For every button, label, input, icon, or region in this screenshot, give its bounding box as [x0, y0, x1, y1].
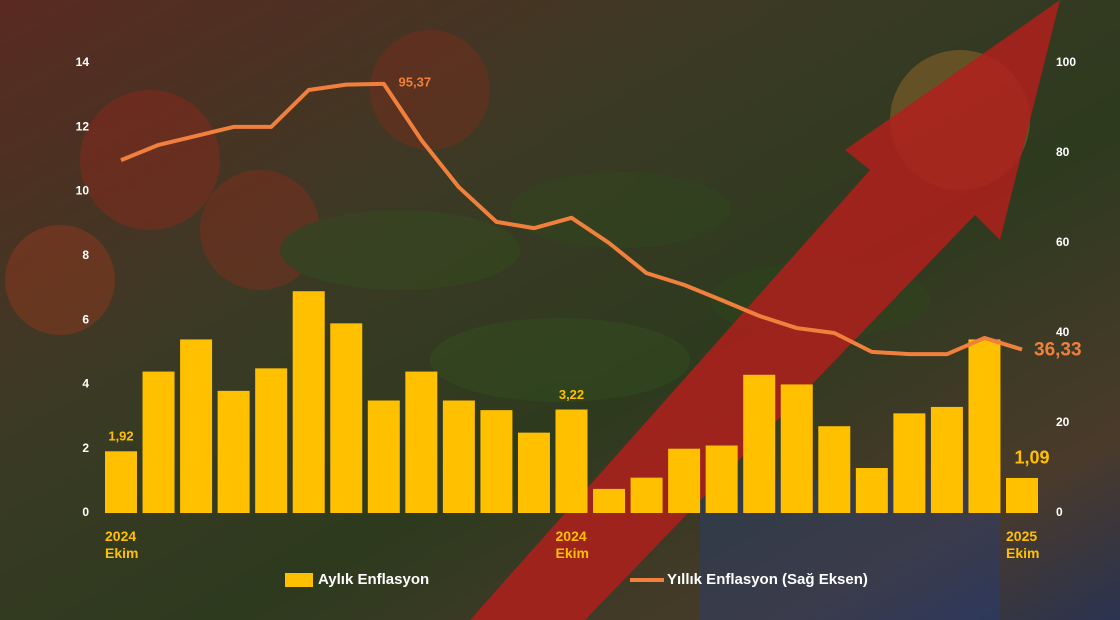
bar: [217, 390, 250, 513]
x-tick-label: 2025 Ekim: [1006, 528, 1040, 561]
y-tick-label: 8: [82, 248, 89, 262]
line-value-label: 95,37: [399, 74, 432, 89]
x-tick-label: 2024 Ekim: [105, 528, 139, 561]
y-tick-label: 10: [76, 184, 90, 198]
legend-label: Aylık Enflasyon: [318, 571, 429, 588]
y2-tick-label: 0: [1056, 505, 1063, 519]
y-tick-label: 0: [82, 505, 89, 519]
legend-label: Yıllık Enflasyon (Sağ Eksen): [667, 571, 868, 588]
bar: [1006, 477, 1038, 513]
y2-tick-label: 100: [1056, 55, 1076, 69]
bar: [743, 374, 776, 513]
line-value-label: 36,33: [1034, 340, 1082, 361]
y2-tick-label: 20: [1056, 415, 1070, 429]
bar: [705, 445, 738, 513]
bar: [780, 384, 813, 513]
bar-value-label: 1,09: [1014, 448, 1049, 468]
bar: [630, 477, 663, 513]
y-tick-label: 12: [76, 119, 90, 133]
bar: [142, 371, 175, 513]
y2-tick-label: 40: [1056, 325, 1070, 339]
bar: [442, 400, 475, 513]
bar: [255, 368, 288, 513]
y2-tick-label: 80: [1056, 145, 1070, 159]
bar: [105, 451, 137, 513]
bar-value-label: 1,92: [108, 429, 133, 444]
bar: [668, 448, 701, 513]
bar: [330, 323, 363, 513]
bar: [180, 339, 213, 513]
y2-tick-label: 60: [1056, 235, 1070, 249]
bar: [292, 291, 325, 513]
bar: [855, 468, 888, 513]
bar-value-label: 3,22: [559, 387, 584, 402]
bar: [930, 406, 963, 513]
bar: [893, 413, 926, 513]
bar: [555, 409, 588, 513]
bar: [480, 410, 513, 513]
bar: [818, 426, 851, 513]
y-tick-label: 2: [82, 441, 89, 455]
bar: [968, 339, 1001, 513]
bar: [517, 432, 550, 513]
bar: [367, 400, 400, 513]
y-tick-label: 14: [76, 55, 90, 69]
bar: [405, 371, 438, 513]
bar: [593, 488, 626, 513]
legend-marker: [285, 573, 313, 587]
decorative-arrow: [470, 0, 1060, 620]
y-tick-label: 6: [82, 312, 89, 326]
x-tick-label: 2024 Ekim: [555, 528, 589, 561]
y-tick-label: 4: [82, 377, 89, 391]
line: [120, 81, 1023, 357]
